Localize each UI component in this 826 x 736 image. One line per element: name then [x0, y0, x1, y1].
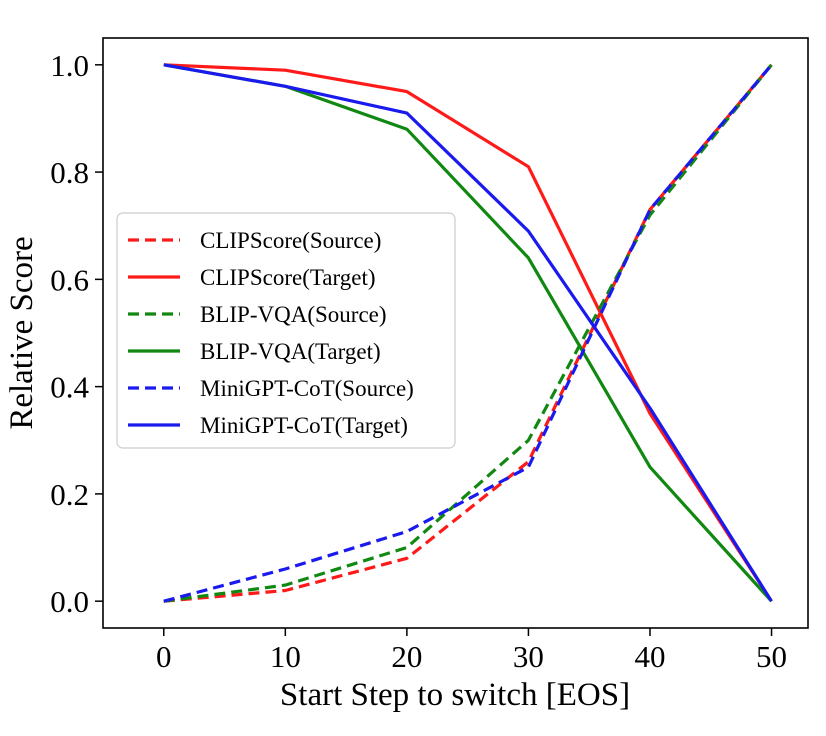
- x-tick-label: 40: [634, 639, 665, 674]
- y-tick-label: 0.4: [50, 370, 89, 405]
- legend-label: BLIP-VQA(Source): [200, 302, 387, 327]
- legend-box: [116, 212, 456, 449]
- plot-frame: [102, 37, 809, 629]
- legend-label: MiniGPT-CoT(Source): [200, 376, 414, 401]
- series-line-2: [163, 63, 773, 603]
- y-axis-label: Relative Score: [4, 236, 40, 429]
- series-line-4: [163, 63, 773, 603]
- series-line-1: [163, 63, 773, 603]
- x-axis: 0 10 20 30 40 50: [156, 628, 787, 674]
- legend-label: BLIP-VQA(Target): [200, 339, 381, 364]
- x-axis-label: Start Step to switch [EOS]: [280, 677, 630, 713]
- legend-label: MiniGPT-CoT(Target): [200, 413, 408, 438]
- y-tick-label: 1.0: [50, 48, 89, 83]
- x-tick-label: 10: [270, 639, 301, 674]
- legend-label: CLIPScore(Target): [200, 265, 376, 290]
- legend: CLIPScore(Source) CLIPScore(Target) BLIP-V…: [116, 212, 456, 449]
- legend-label: CLIPScore(Source): [200, 228, 381, 253]
- x-tick-label: 0: [156, 639, 172, 674]
- series-layer: [163, 63, 773, 603]
- series-line-5: [163, 63, 773, 603]
- x-tick-label: 50: [756, 639, 787, 674]
- y-tick-label: 0.2: [50, 477, 89, 512]
- y-tick-label: 0.8: [50, 155, 89, 190]
- y-tick-label: 0.0: [50, 584, 89, 619]
- x-tick-label: 20: [391, 639, 422, 674]
- y-axis: 0.0 0.2 0.4 0.6 0.8 1.0: [50, 48, 103, 619]
- x-tick-label: 30: [513, 639, 544, 674]
- y-tick-label: 0.6: [50, 262, 89, 297]
